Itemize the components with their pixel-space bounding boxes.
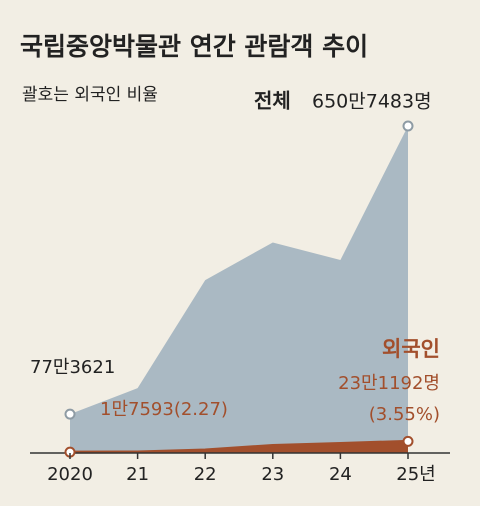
point-marker: [402, 120, 414, 132]
series-label: 전체: [254, 89, 291, 113]
x-tick-label: 24: [329, 464, 352, 485]
annotation: (3.55%): [369, 404, 440, 425]
x-tick-label: 22: [194, 464, 217, 485]
data-label: 23만1192명: [338, 373, 440, 394]
x-tick-label: 25년: [396, 464, 435, 485]
area: [70, 126, 408, 453]
x-tick-label: 2020: [47, 464, 93, 485]
chart-subtitle: 괄호는 외국인 비율: [22, 85, 158, 105]
plot: 2020 21 22 23 24 25년: [30, 120, 450, 485]
series-label: 외국인: [382, 337, 440, 361]
data-label: 77만3621: [30, 357, 115, 378]
point-marker: [64, 408, 76, 420]
x-tick-label: 21: [126, 464, 149, 485]
x-tick-label: 23: [261, 464, 284, 485]
chart-title: 국립중앙박물관 연간 관람객 추이: [20, 32, 368, 61]
data-label: 650만7483명: [312, 91, 432, 113]
point-marker: [402, 435, 414, 447]
data-label: 1만7593(2.27): [100, 399, 228, 420]
line: [69, 439, 409, 454]
